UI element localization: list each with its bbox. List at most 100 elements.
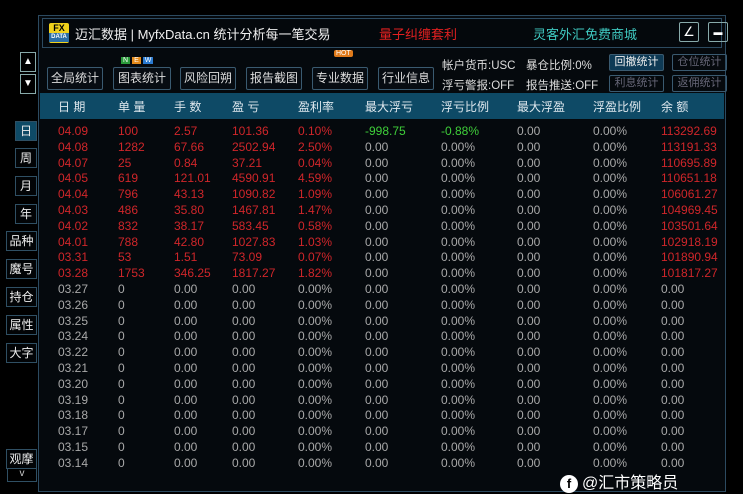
minimize-button[interactable]: ▬ <box>708 22 728 42</box>
column-header[interactable]: 最大浮盈 <box>517 100 566 114</box>
table-cell: 0.00% <box>298 345 333 360</box>
table-cell: 0.00 <box>365 171 389 186</box>
table-cell: 0.00 <box>174 392 198 407</box>
scroll-up-button[interactable]: ▲ <box>20 52 36 72</box>
table-cell: 0.00 <box>174 376 198 391</box>
column-header[interactable]: 浮亏比例 <box>441 100 490 114</box>
table-cell: 0.00% <box>441 455 476 470</box>
table-cell: 0.84 <box>174 155 198 170</box>
rebate-stats-button[interactable]: 返佣统计 <box>672 75 727 92</box>
column-header[interactable]: 浮盈比例 <box>593 100 642 114</box>
sidebar-item-symbol[interactable]: 品种 <box>6 231 37 251</box>
table-cell: 04.09 <box>58 124 89 138</box>
table-cell: 0.00 <box>365 250 389 265</box>
table-cell: 0.00% <box>298 313 333 328</box>
chart-stats-button[interactable]: 图表统计 <box>113 67 171 90</box>
table-cell: 0.00 <box>365 139 389 154</box>
fx-data-logo: FX DATA <box>49 23 69 43</box>
sidebar-item-property[interactable]: 属性 <box>6 315 37 335</box>
table-cell: 0.00 <box>661 376 685 391</box>
sidebar-more-button[interactable]: v <box>7 468 37 482</box>
table-cell: 0.00 <box>661 329 685 344</box>
table-cell: 0.00% <box>441 297 476 312</box>
table-cell: 0.00 <box>517 424 541 439</box>
table-cell: 0.00 <box>517 297 541 312</box>
sidebar-item-month[interactable]: 月 <box>15 176 37 196</box>
table-cell: 0.00 <box>661 345 685 360</box>
column-header[interactable]: 盈利率 <box>298 100 335 114</box>
table-cell: 110651.18 <box>661 171 717 186</box>
table-cell: 25 <box>118 155 132 170</box>
table-cell: 113191.33 <box>661 139 717 154</box>
table-cell: 0.00 <box>517 313 541 328</box>
table-cell: 04.05 <box>58 171 89 186</box>
table-cell: 0.00% <box>593 455 628 470</box>
column-header[interactable]: 最大浮亏 <box>365 100 414 114</box>
column-header[interactable]: 手 数 <box>174 100 202 114</box>
table-cell: 0.00 <box>517 329 541 344</box>
table-cell: 0.00% <box>298 455 333 470</box>
table-cell: 0.00 <box>517 171 541 186</box>
expand-button[interactable]: ∠ <box>679 22 699 42</box>
table-cell: 0.00% <box>441 171 476 186</box>
table-cell: 0.00 <box>661 361 685 375</box>
table-cell: -0.88% <box>441 124 480 138</box>
table-cell: 0.00 <box>661 424 685 439</box>
report-screenshot-button[interactable]: 报告截图 <box>246 67 302 90</box>
table-cell: 0.00 <box>365 424 389 439</box>
interest-stats-button[interactable]: 利息统计 <box>609 75 664 92</box>
sidebar-item-year[interactable]: 年 <box>15 204 37 224</box>
risk-backtrack-button[interactable]: 风险回朔 <box>180 67 236 90</box>
table-cell: 0.00 <box>661 408 685 423</box>
sidebar-item-week[interactable]: 周 <box>15 148 37 168</box>
drawdown-stats-button[interactable]: 回撤统计 <box>609 54 664 71</box>
table-cell: 0.00 <box>232 440 256 454</box>
table-cell: 102918.19 <box>661 234 718 249</box>
table-cell: 0.00 <box>232 455 256 470</box>
account-currency: 帐户货币:USC <box>442 60 516 72</box>
table-cell: 0.00% <box>298 440 333 454</box>
column-header[interactable]: 日 期 <box>58 100 86 114</box>
column-header[interactable]: 单 量 <box>118 100 146 114</box>
industry-info-button[interactable]: 行业信息 <box>378 67 434 90</box>
table-cell: 104969.45 <box>661 203 718 217</box>
table-cell: 03.27 <box>58 282 89 296</box>
table-cell: 0.00 <box>365 376 389 391</box>
table-cell: 486 <box>118 203 139 217</box>
column-header[interactable]: 盈 亏 <box>232 100 260 114</box>
scroll-down-button[interactable]: ▼ <box>20 74 36 94</box>
table-cell: 0.00 <box>517 124 541 138</box>
sidebar-item-spectate[interactable]: 观摩 <box>6 449 37 469</box>
promo-link-red[interactable]: 量子纠缠套利 <box>379 27 458 42</box>
sidebar-item-magic[interactable]: 魔号 <box>6 259 37 279</box>
promo-link-cyan[interactable]: 灵客外汇免费商城 <box>533 27 638 42</box>
table-cell: 0.58% <box>298 218 333 233</box>
global-stats-button[interactable]: 全局统计 <box>47 67 103 90</box>
table-cell: 0.00% <box>593 282 628 296</box>
table-cell: 0 <box>118 297 125 312</box>
table-cell: 0.00% <box>593 187 628 202</box>
table-cell: 0.00 <box>365 187 389 202</box>
sidebar-item-big-font[interactable]: 大字 <box>6 343 37 363</box>
table-cell: 0 <box>118 376 125 391</box>
table-cell: 0.00 <box>174 361 198 375</box>
table-cell: 0.00% <box>441 187 476 202</box>
table-cell: 03.19 <box>58 392 89 407</box>
table-cell: 0.00% <box>441 203 476 217</box>
table-cell: 03.17 <box>58 424 89 439</box>
table-cell: 2.57 <box>174 124 198 138</box>
table-cell: 03.18 <box>58 408 89 423</box>
column-header[interactable]: 余 额 <box>661 100 689 114</box>
table-cell: 0.00 <box>365 234 389 249</box>
position-stats-button[interactable]: 仓位统计 <box>672 54 727 71</box>
table-cell: 1817.27 <box>232 266 276 281</box>
sidebar-item-position[interactable]: 持仓 <box>6 287 37 307</box>
table-cell: 0.00 <box>365 218 389 233</box>
table-cell: 121.01 <box>174 171 211 186</box>
table-cell: 583.45 <box>232 218 269 233</box>
sidebar-item-day[interactable]: 日 <box>15 121 37 141</box>
table-cell: 619 <box>118 171 139 186</box>
table-cell: 1.82% <box>298 266 333 281</box>
table-cell: 03.15 <box>58 440 89 454</box>
pro-data-button[interactable]: 专业数据 <box>312 67 368 90</box>
